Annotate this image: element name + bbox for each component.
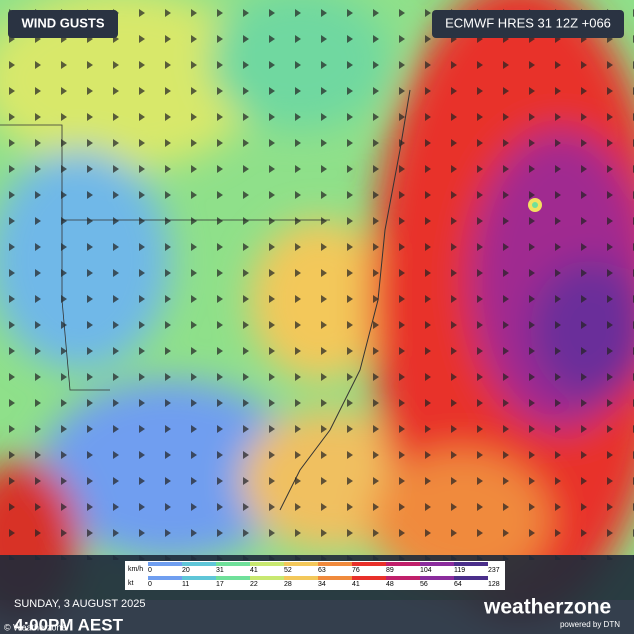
title-box [8,10,118,38]
legend-kmh-label: 52 [284,567,292,574]
legend-swatch [284,576,318,580]
legend-swatch [420,576,454,580]
legend-kt-label: 128 [488,581,500,588]
legend-swatch [148,576,182,580]
legend-kt-label: 11 [182,581,189,588]
legend-kt-label: 28 [284,581,292,588]
legend-kmh-label: 31 [216,567,224,574]
legend-unit: km/h [128,566,143,573]
legend-swatch [454,562,488,566]
legend-swatch [250,562,284,566]
date: SUNDAY, 3 AUGUST 2025 [14,598,145,610]
time: 4:00PM AEST [14,615,124,634]
brand-tagline: powered by DTN [560,620,620,629]
legend-kmh-label: 89 [386,567,394,574]
legend-swatch [250,576,284,580]
legend-kmh-label: 20 [182,567,190,574]
legend-kmh-label: 119 [454,567,465,574]
wind-field [0,0,634,620]
legend-kt-label: 64 [454,581,462,588]
legend-swatch [318,562,352,566]
legend-unit: kt [128,580,134,587]
legend: km/h kt 0 20 31 41 52 63 76 89 104 119 237 0 11 17 22 28 3… [128,562,500,588]
legend-kt-label: 34 [318,581,326,588]
legend-kmh-label: 0 [148,567,152,574]
legend-kt-label: 17 [216,581,224,588]
copyright: © Weatherzone [4,622,67,632]
legend-kt-label: 48 [386,581,394,588]
legend-swatch [284,562,318,566]
model-label: ECMWF HRES 31 12Z +066 [445,15,611,30]
legend-swatch [182,576,216,580]
legend-swatch [216,562,250,566]
legend-kmh-label: 76 [352,567,360,574]
legend-swatch [386,576,420,580]
legend-swatch [352,576,386,580]
legend-swatch [352,562,386,566]
legend-swatch [420,562,454,566]
legend-swatch [318,576,352,580]
legend-kmh-label: 104 [420,567,432,574]
legend-kmh-label: 237 [488,567,500,574]
legend-swatch [454,576,488,580]
legend-kt-label: 22 [250,581,258,588]
legend-swatch [216,576,250,580]
legend-kmh-label: 63 [318,567,326,574]
map-title: WIND GUSTS [21,15,104,30]
brand-name: weatherzone [483,596,611,619]
legend-kt-label: 41 [352,581,360,588]
legend-swatch [148,562,182,566]
model-box [432,10,624,38]
legend-kt-label: 56 [420,581,428,588]
legend-swatch [386,562,420,566]
legend-kt-label: 0 [148,581,152,588]
legend-kmh-label: 41 [250,567,258,574]
legend-swatch [182,562,216,566]
